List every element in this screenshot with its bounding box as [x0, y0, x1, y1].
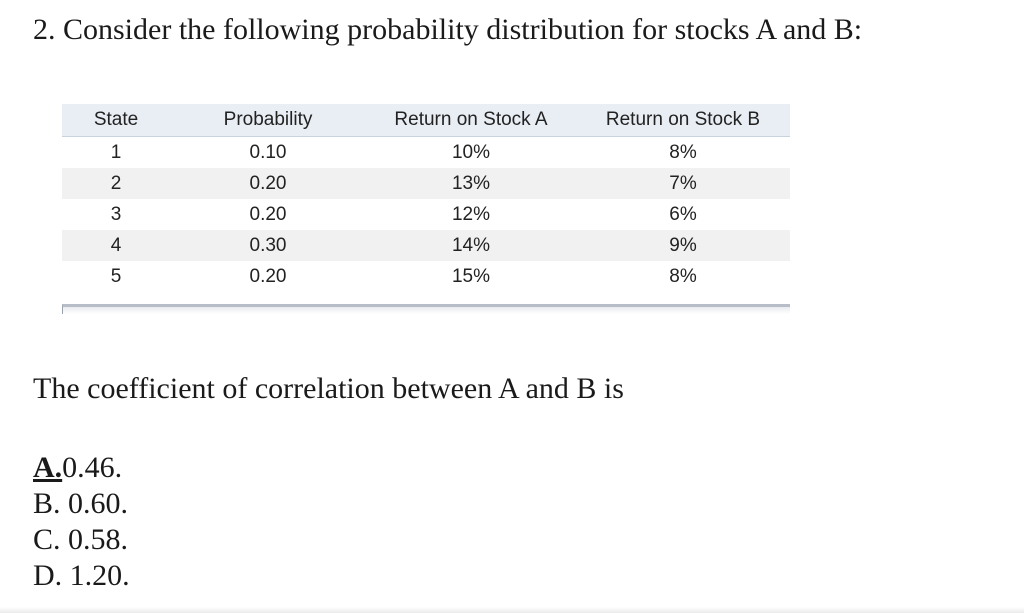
cell-return-b: 7% — [576, 168, 790, 199]
header-return-a: Return on Stock A — [366, 104, 576, 137]
option-d[interactable]: D. 1.20. — [33, 558, 130, 594]
cell-return-a: 14% — [366, 230, 576, 261]
option-letter: C. — [33, 523, 61, 556]
cell-state: 3 — [110, 203, 122, 225]
option-a[interactable]: A.0.46. — [33, 450, 130, 486]
table-header-row: State Probability Return on Stock A Retu… — [62, 104, 790, 137]
cell-state: 4 — [62, 230, 170, 261]
cell-state: 1 — [110, 141, 122, 163]
header-state: State — [62, 104, 170, 137]
table-row: 4 0.30 14% 9% — [62, 230, 790, 261]
cell-return-b: 8% — [669, 141, 697, 163]
option-c[interactable]: C. 0.58. — [33, 522, 130, 558]
probability-table: State Probability Return on Stock A Retu… — [62, 104, 790, 292]
table-row: 3 0.20 12% 6% — [62, 199, 790, 230]
option-value: 1.20. — [69, 559, 130, 592]
header-probability: Probability — [170, 104, 366, 137]
cell-state: 5 — [110, 265, 122, 287]
table-footer-bar — [62, 304, 790, 314]
option-value: 0.60. — [68, 487, 129, 520]
question-text: 2. Consider the following probability di… — [33, 13, 863, 46]
table-row: 2 0.20 13% 7% — [62, 168, 790, 199]
table-row: 1 0.10 10% 8% — [62, 137, 790, 169]
cell-return-b: 9% — [576, 230, 790, 261]
cell-return-a: 12% — [451, 203, 491, 225]
cell-probability: 0.20 — [170, 168, 366, 199]
answer-options: A.0.46. B. 0.60. C. 0.58. D. 1.20. — [33, 450, 130, 594]
option-value: 0.58. — [68, 523, 129, 556]
option-letter: A. — [33, 451, 63, 484]
prompt-text: The coefficient of correlation between A… — [33, 372, 624, 405]
cell-return-b: 6% — [669, 203, 697, 225]
cell-probability: 0.20 — [249, 203, 287, 225]
option-letter: D. — [33, 559, 63, 592]
cell-probability: 0.10 — [249, 141, 287, 163]
cell-return-a: 15% — [451, 265, 491, 287]
table-row: 5 0.20 15% 8% — [62, 261, 790, 292]
cell-return-b: 8% — [669, 265, 697, 287]
cell-return-a: 10% — [451, 141, 491, 163]
option-b[interactable]: B. 0.60. — [33, 486, 130, 522]
option-letter: B. — [33, 487, 61, 520]
cell-state: 2 — [62, 168, 170, 199]
header-return-b: Return on Stock B — [576, 104, 790, 137]
cell-probability: 0.20 — [249, 265, 287, 287]
cell-probability: 0.30 — [170, 230, 366, 261]
cell-return-a: 13% — [366, 168, 576, 199]
option-value: 0.46. — [62, 451, 123, 484]
probability-table-container: State Probability Return on Stock A Retu… — [62, 104, 790, 316]
bottom-shade — [0, 607, 1024, 613]
